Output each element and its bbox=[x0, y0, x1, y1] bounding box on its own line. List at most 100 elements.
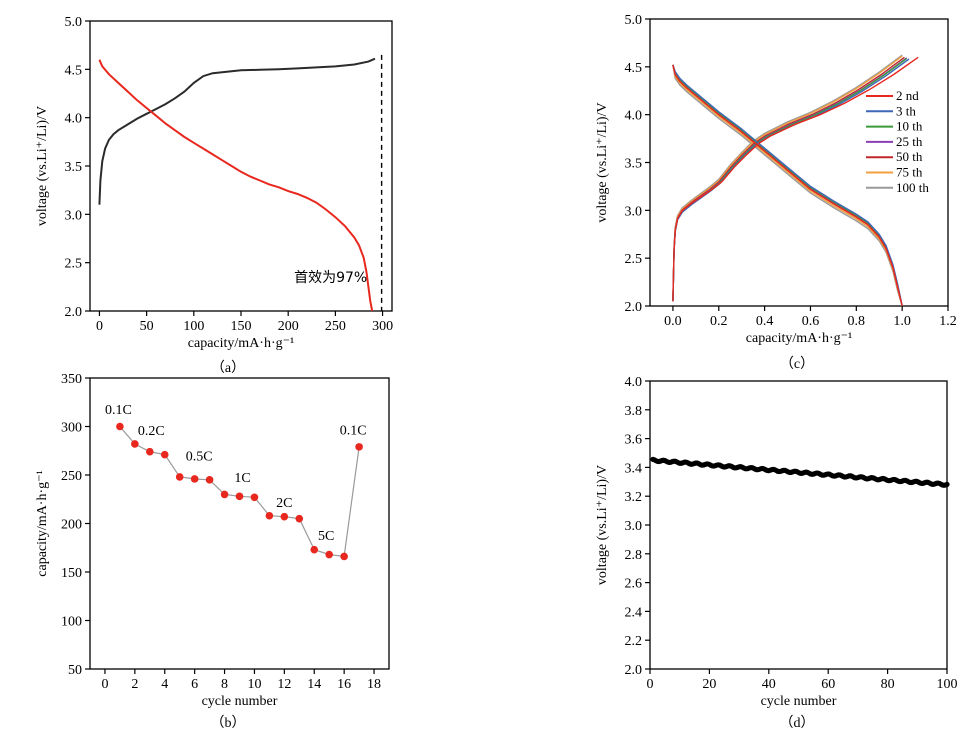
y-tick-label: 5.0 bbox=[65, 15, 83, 30]
y-tick-label: 2.0 bbox=[65, 305, 83, 320]
y-tick-label: 3.0 bbox=[625, 519, 643, 534]
y-tick-label: 250 bbox=[61, 469, 82, 484]
rate-point bbox=[325, 550, 334, 559]
discharge-10th bbox=[672, 64, 903, 307]
x-tick-label: 0.8 bbox=[848, 314, 866, 329]
x-tick-label: 0.6 bbox=[802, 314, 820, 329]
y-tick-label: 3.0 bbox=[65, 208, 83, 223]
y-tick-label: 100 bbox=[61, 615, 82, 630]
x-axis-label: cycle number bbox=[202, 694, 278, 709]
x-tick-label: 250 bbox=[325, 319, 346, 334]
discharge-2nd bbox=[672, 64, 903, 307]
y-tick-label: 2.4 bbox=[625, 605, 643, 620]
x-tick-label: 6 bbox=[191, 677, 198, 692]
x-tick-label: 8 bbox=[221, 677, 228, 692]
y-tick-label: 2.0 bbox=[625, 663, 643, 678]
rate-label: 2C bbox=[276, 496, 292, 511]
rate-point bbox=[205, 476, 214, 484]
x-tick-label: 60 bbox=[821, 677, 835, 692]
y-tick-label: 3.2 bbox=[625, 490, 643, 505]
rate-point bbox=[310, 545, 319, 554]
rate-point bbox=[235, 492, 244, 501]
y-tick-label: 3.5 bbox=[625, 157, 643, 172]
x-tick-label: 100 bbox=[183, 319, 204, 334]
charge-2nd bbox=[672, 56, 919, 302]
y-tick-label: 150 bbox=[61, 566, 82, 581]
series-discharge bbox=[98, 59, 374, 312]
y-tick-label: 3.0 bbox=[625, 204, 643, 219]
y-axis-label: capacity/mA·h·g⁻¹ bbox=[35, 470, 50, 576]
x-tick-label: 0 bbox=[647, 677, 654, 692]
discharge-3th bbox=[672, 64, 903, 307]
discharge-100th bbox=[672, 64, 903, 307]
rate-point bbox=[146, 447, 154, 456]
legend-label: 2 nd bbox=[896, 88, 919, 103]
x-tick-label: 20 bbox=[702, 677, 716, 692]
x-tick-label: 200 bbox=[278, 319, 299, 334]
legend-label: 10 th bbox=[896, 119, 923, 134]
panel-caption: （b） bbox=[211, 715, 246, 731]
rate-point bbox=[131, 440, 139, 448]
efficiency-annotation: 首效为97% bbox=[294, 270, 367, 286]
charge-10th bbox=[672, 57, 908, 302]
y-tick-label: 2.6 bbox=[625, 577, 643, 592]
x-tick-label: 0 bbox=[101, 677, 108, 692]
rate-label: 0.1C bbox=[340, 423, 367, 438]
x-axis-label: capacity/mA·h·g⁻¹ bbox=[188, 336, 294, 351]
series-charge bbox=[98, 57, 376, 205]
y-tick-label: 350 bbox=[61, 372, 82, 387]
rate-label: 5C bbox=[318, 529, 334, 544]
x-tick-label: 2 bbox=[131, 677, 138, 692]
x-tick-label: 18 bbox=[367, 677, 381, 692]
charge-25th bbox=[672, 57, 908, 302]
legend-label: 3 th bbox=[896, 103, 916, 118]
discharge-75th bbox=[672, 64, 903, 307]
y-tick-label: 4.5 bbox=[65, 63, 83, 78]
legend-label: 75 th bbox=[896, 165, 923, 180]
x-tick-label: 1.2 bbox=[939, 314, 957, 329]
x-tick-label: 0.4 bbox=[756, 314, 774, 329]
y-tick-label: 3.6 bbox=[625, 433, 643, 448]
y-axis-label: voltage (vs.Li⁺/Li)/V bbox=[35, 106, 50, 226]
x-tick-label: 0.2 bbox=[710, 314, 728, 329]
x-tick-label: 50 bbox=[140, 319, 154, 334]
panel-a: 0 50 100 150 200 250 300 2.0 2.5 3.0 3.5 4.0 4.5 5.0 c… bbox=[35, 15, 393, 376]
x-tick-label: 16 bbox=[337, 677, 351, 692]
rate-point bbox=[220, 490, 229, 499]
y-tick-label: 200 bbox=[61, 518, 82, 533]
panel-caption: （a） bbox=[211, 360, 245, 376]
legend-label: 100 th bbox=[896, 180, 929, 195]
y-tick-label: 4.0 bbox=[65, 112, 83, 127]
y-tick-label: 4.5 bbox=[625, 61, 643, 76]
rate-point bbox=[295, 514, 304, 523]
rate-point bbox=[265, 511, 274, 520]
rate-label: 0.2C bbox=[138, 424, 165, 439]
y-tick-label: 4.0 bbox=[625, 375, 643, 390]
y-tick-label: 2.8 bbox=[625, 548, 643, 563]
legend-label: 25 th bbox=[896, 134, 923, 149]
panel-caption: （c） bbox=[780, 356, 814, 372]
rate-label: 1C bbox=[234, 471, 250, 486]
voltage-point bbox=[944, 481, 950, 487]
y-tick-label: 50 bbox=[68, 663, 82, 678]
y-tick-label: 2.2 bbox=[625, 634, 643, 649]
discharge-25th bbox=[672, 64, 903, 307]
x-tick-label: 80 bbox=[881, 677, 895, 692]
y-tick-label: 2.5 bbox=[65, 257, 83, 272]
charge-50th bbox=[672, 56, 905, 302]
x-tick-label: 150 bbox=[231, 319, 252, 334]
x-tick-label: 4 bbox=[161, 677, 168, 692]
x-tick-label: 300 bbox=[372, 319, 393, 334]
x-tick-label: 100 bbox=[937, 677, 958, 692]
plot-frame bbox=[649, 380, 948, 670]
y-tick-label: 3.5 bbox=[65, 160, 83, 175]
x-axis-label: cycle number bbox=[761, 694, 837, 709]
rate-point bbox=[280, 512, 289, 521]
y-tick-label: 5.0 bbox=[625, 13, 643, 28]
y-tick-label: 2.0 bbox=[625, 300, 643, 315]
panel-b: 0 2 4 6 8 10 12 14 16 18 50 100 150 200 250 300 350 cycle… bbox=[35, 372, 390, 731]
rate-point bbox=[116, 422, 124, 431]
rate-label: 0.5C bbox=[186, 449, 213, 464]
panel-caption: （d） bbox=[780, 715, 815, 731]
